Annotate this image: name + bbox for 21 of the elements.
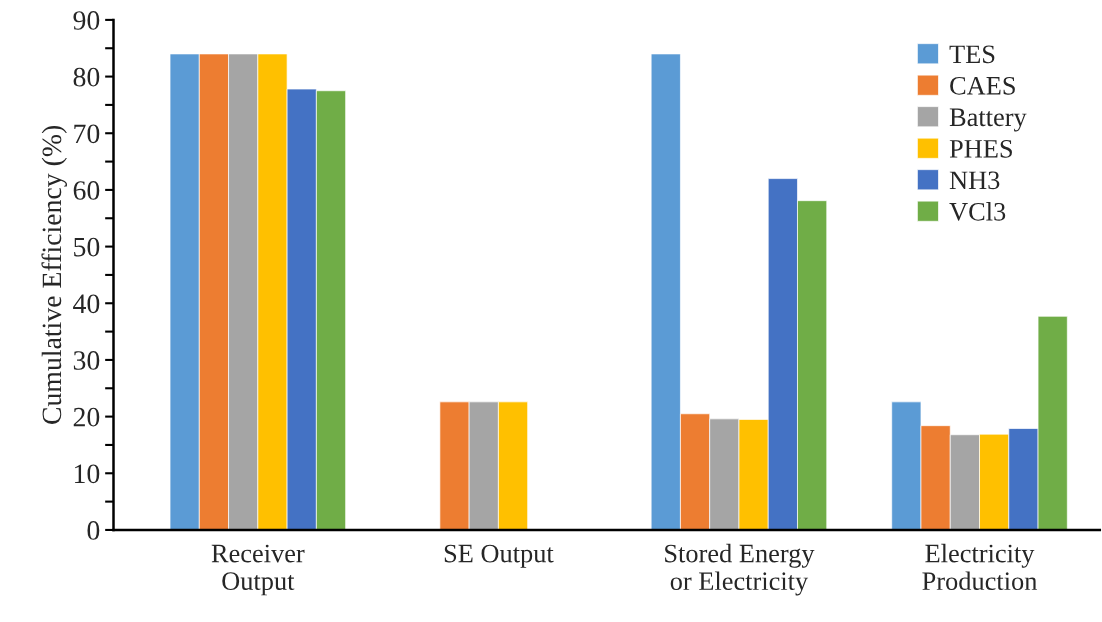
y-tick-label: 70 (74, 124, 100, 144)
legend-label: Battery (949, 108, 1027, 132)
y-tick-label: 20 (73, 407, 100, 427)
legend-label: NH3 (949, 171, 1000, 190)
y-tick-label: 80 (73, 67, 100, 87)
x-tick-label: Electricity Production (922, 543, 1038, 591)
y-tick-label: 60 (73, 181, 100, 200)
y-axis-title: Cumulative Efficiency (%) (41, 125, 67, 424)
legend-label: TES (949, 45, 995, 64)
y-tick-label: 0 (87, 521, 100, 540)
legend-label: PHES (949, 139, 1012, 158)
legend-label: CAES (950, 76, 1015, 95)
x-tick-label: Stored Energy or Electricity (665, 543, 815, 596)
y-tick-label: 40 (73, 294, 100, 314)
y-tick-label: 10 (74, 464, 100, 484)
x-tick-label: Receiver Output (211, 544, 305, 596)
y-tick-label: 50 (74, 237, 100, 257)
y-tick-label: 30 (73, 351, 100, 370)
y-tick-label: 90 (73, 11, 100, 30)
legend-label: VCl3 (949, 202, 1006, 221)
x-tick-label: SE Output (444, 544, 554, 568)
